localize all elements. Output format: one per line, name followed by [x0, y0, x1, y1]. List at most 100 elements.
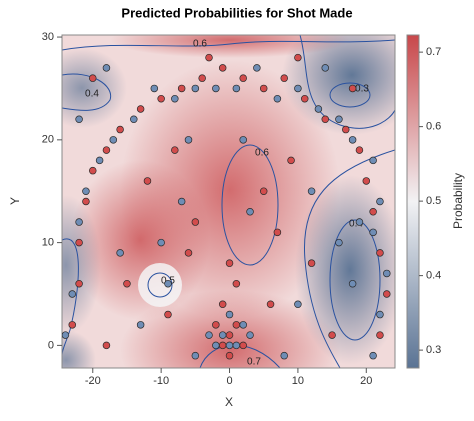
- point: [164, 310, 172, 319]
- x-tick-label: 20: [360, 375, 372, 387]
- point: [225, 341, 234, 350]
- point: [287, 156, 295, 165]
- point: [95, 156, 104, 165]
- point: [82, 197, 90, 206]
- point: [300, 94, 309, 103]
- point: [232, 84, 241, 93]
- point: [225, 351, 234, 360]
- point: [369, 156, 377, 165]
- point: [348, 84, 357, 93]
- y-tick-label: 20: [42, 134, 54, 146]
- point: [253, 64, 261, 72]
- point: [280, 351, 288, 360]
- point: [369, 351, 377, 360]
- plot-frame: [61, 34, 396, 369]
- point: [218, 64, 227, 72]
- point: [218, 300, 227, 309]
- point: [102, 146, 111, 154]
- point: [369, 228, 377, 237]
- point: [89, 74, 97, 82]
- point: [68, 321, 77, 329]
- contour-label: 0.7: [247, 357, 261, 368]
- point: [239, 321, 247, 329]
- point: [191, 84, 200, 93]
- point: [177, 197, 186, 206]
- point: [335, 115, 343, 124]
- contour-label: 0.3: [355, 84, 369, 95]
- point: [342, 125, 350, 134]
- point: [239, 341, 247, 350]
- point: [232, 341, 241, 350]
- point: [383, 269, 391, 278]
- y-axis-label: Y: [8, 197, 22, 205]
- contour-label: 0.6: [193, 39, 207, 50]
- point: [157, 238, 165, 247]
- point: [205, 53, 213, 62]
- point: [75, 115, 83, 124]
- colorbar-tick-label: 0.5: [426, 195, 441, 207]
- heatmap: [62, 35, 395, 368]
- point: [212, 341, 220, 350]
- point: [191, 218, 200, 226]
- point: [355, 146, 364, 154]
- point: [376, 197, 384, 206]
- point: [75, 218, 83, 226]
- points: [62, 53, 391, 360]
- point: [171, 94, 179, 103]
- point: [273, 228, 282, 237]
- colorbar-tick-label: 0.4: [426, 270, 441, 282]
- point: [136, 321, 145, 329]
- colorbar-tick-label: 0.6: [426, 121, 441, 133]
- y-tick-label: 30: [42, 31, 54, 43]
- point: [89, 166, 97, 175]
- point: [348, 279, 357, 288]
- chart-title: Predicted Probabilities for Shot Made: [121, 5, 352, 20]
- point: [259, 84, 268, 93]
- point: [376, 249, 384, 257]
- point: [68, 290, 77, 298]
- point: [116, 125, 124, 134]
- point: [328, 331, 336, 339]
- point: [225, 259, 234, 267]
- point: [218, 331, 227, 339]
- point: [314, 105, 323, 113]
- point: [205, 331, 213, 339]
- point: [280, 74, 288, 82]
- point: [239, 136, 247, 144]
- point: [266, 300, 275, 309]
- point: [102, 64, 111, 72]
- point: [191, 351, 200, 360]
- point: [102, 341, 111, 350]
- point: [218, 341, 227, 350]
- point: [157, 94, 165, 103]
- point: [225, 310, 234, 319]
- point: [171, 146, 179, 154]
- point: [335, 238, 343, 247]
- point: [123, 279, 131, 288]
- point: [116, 249, 124, 257]
- point: [321, 64, 330, 72]
- x-tick-label: 0: [226, 375, 232, 387]
- point: [259, 187, 268, 195]
- y-tick-label: 0: [48, 339, 54, 351]
- point: [362, 177, 371, 185]
- point: [246, 331, 254, 339]
- point: [130, 115, 138, 124]
- point: [109, 136, 118, 144]
- point: [232, 321, 241, 329]
- point: [321, 115, 330, 124]
- point: [177, 84, 186, 93]
- contour-label: 0.6: [255, 148, 269, 159]
- point: [246, 208, 254, 216]
- x-tick-label: -10: [153, 375, 169, 387]
- point: [383, 290, 391, 298]
- point: [294, 300, 302, 309]
- colorbar: [406, 34, 420, 369]
- contour-label: 0.4: [349, 219, 363, 230]
- point: [75, 238, 83, 247]
- colorbar-tick-label: 0.7: [426, 46, 441, 58]
- point: [82, 187, 90, 195]
- point: [198, 74, 206, 82]
- colorbar-label: Probability: [451, 173, 465, 229]
